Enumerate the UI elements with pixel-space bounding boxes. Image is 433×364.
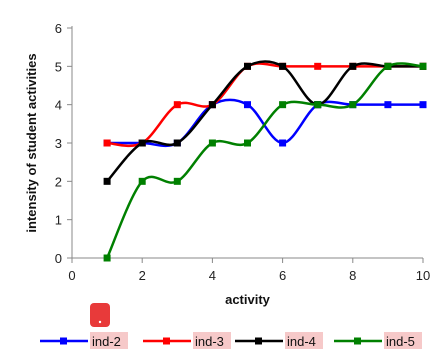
data-point (314, 62, 322, 70)
legend-marker (354, 337, 361, 345)
y-tick-label: 5 (55, 59, 62, 74)
legend-label: ind-4 (287, 334, 316, 349)
data-point (173, 139, 181, 147)
x-axis-title: activity (225, 292, 271, 307)
data-point (349, 101, 357, 109)
data-point (173, 101, 181, 109)
data-point (244, 139, 251, 147)
data-point (419, 101, 427, 109)
legend-item-ind-3: ind-3 (143, 332, 231, 349)
y-tick-label: 4 (55, 98, 62, 113)
legend-label: ind-5 (386, 334, 415, 349)
legend-label: ind-2 (92, 334, 121, 349)
data-point (208, 139, 216, 147)
data-point (103, 177, 111, 185)
data-point (103, 139, 111, 147)
x-tick-label: 10 (416, 268, 430, 283)
legend-item-ind-5: ind-5 (334, 332, 422, 349)
data-point (244, 62, 251, 70)
y-tick-label: 2 (55, 174, 62, 189)
y-tick-label: 1 (55, 213, 62, 228)
data-point (244, 101, 251, 109)
axes: 0 1 2 3 4 5 6 0 2 4 6 8 10 (55, 21, 430, 283)
data-point (384, 101, 392, 109)
data-point (279, 101, 287, 109)
x-tick-label: 0 (68, 268, 75, 283)
data-point (314, 101, 322, 109)
legend: ind-2 ind-3 ind-4 ind-5 (40, 303, 422, 349)
legend-item-ind-2: ind-2 (40, 332, 128, 349)
series-line (106, 62, 423, 148)
data-point (208, 101, 216, 109)
data-point (138, 139, 146, 147)
data-point (419, 62, 427, 70)
legend-label-highlight (285, 332, 323, 349)
legend-label-highlight (90, 332, 128, 349)
series-ind-5 (103, 62, 427, 262)
y-tick-label: 3 (55, 136, 62, 151)
data-point (138, 177, 146, 185)
data-point (173, 177, 181, 185)
legend-marker (255, 337, 262, 345)
y-axis-title: intensity of student activities (24, 53, 39, 232)
annotation-marker (90, 303, 110, 327)
series-layer (103, 60, 427, 262)
legend-label-highlight (384, 332, 422, 349)
data-point (103, 254, 111, 262)
legend-marker (163, 337, 170, 345)
legend-item-ind-4: ind-4 (235, 332, 323, 349)
x-tick-label: 6 (279, 268, 286, 283)
y-tick-label: 6 (55, 21, 62, 36)
data-point (279, 62, 287, 70)
data-point (349, 62, 357, 70)
legend-marker (60, 337, 67, 345)
series-line (107, 98, 424, 148)
data-point (279, 139, 287, 147)
annotation-dot (98, 320, 102, 324)
x-tick-label: 8 (349, 268, 356, 283)
series-line (106, 60, 423, 183)
series-line (105, 62, 424, 259)
x-tick-label: 2 (139, 268, 146, 283)
legend-label-highlight (193, 332, 231, 349)
x-tick-label: 4 (209, 268, 216, 283)
y-tick-label: 0 (55, 251, 62, 266)
data-point (384, 62, 392, 70)
legend-label: ind-3 (195, 334, 224, 349)
